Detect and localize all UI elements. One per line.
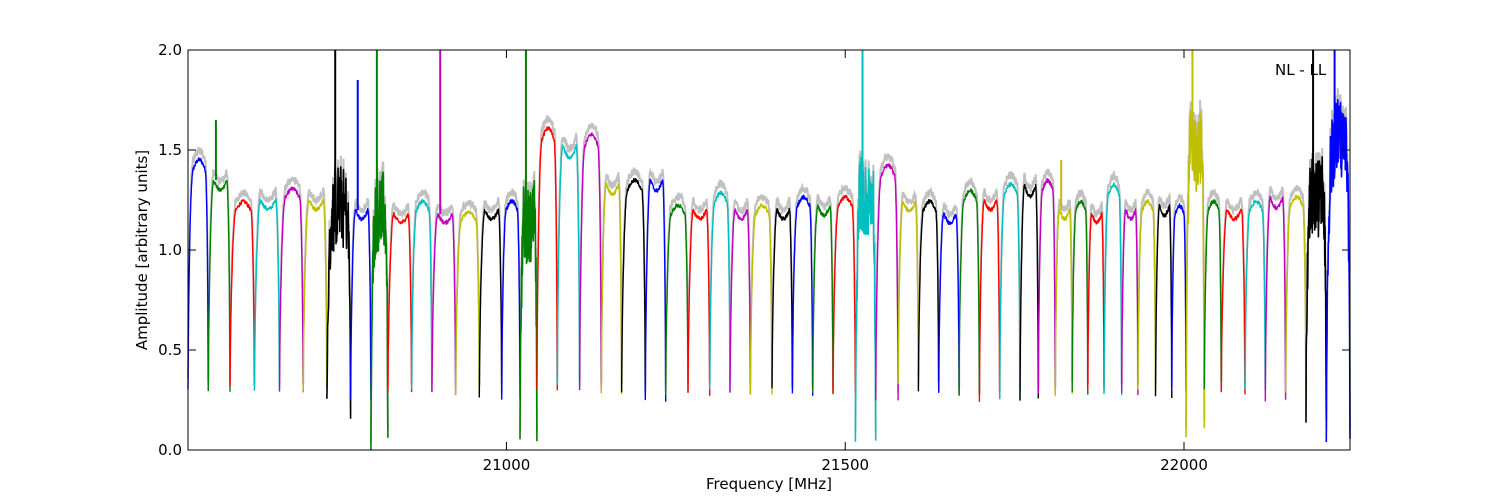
background-band-3	[253, 185, 281, 385]
series-band-25	[729, 208, 752, 395]
background-band-10	[410, 188, 433, 384]
series-band-56	[1325, 99, 1351, 443]
series-band-2	[229, 199, 256, 387]
series-band-7	[349, 207, 372, 400]
series-band-52	[1244, 200, 1267, 391]
series-band-43	[1087, 211, 1105, 392]
series-band-6	[326, 166, 352, 419]
series-band-34	[917, 199, 940, 392]
series-band-48	[1171, 203, 1187, 392]
series-band-30	[832, 194, 857, 394]
series-band-3	[253, 197, 281, 391]
background-band-34	[917, 186, 940, 383]
series-band-39	[1019, 183, 1040, 401]
y-tick-label: 0.0	[158, 441, 182, 459]
background-band-12	[454, 199, 481, 388]
y-axis-label: Amplitude [arbitrary units]	[133, 150, 151, 350]
series-band-13	[478, 208, 503, 398]
series-band-42	[1071, 199, 1089, 395]
background-band-1	[207, 169, 231, 383]
series-band-41	[1054, 207, 1073, 396]
series-band-8	[370, 171, 389, 451]
series-band-51	[1220, 208, 1246, 395]
series-band-32	[875, 163, 899, 401]
series-band-11	[431, 212, 457, 396]
series-band-20	[620, 177, 646, 396]
y-tick-label: 2.0	[158, 41, 182, 59]
series-layer	[187, 50, 1351, 451]
annotation-label: NL - LL	[1275, 61, 1327, 79]
series-band-23	[687, 208, 711, 396]
y-tick-label: 1.5	[158, 141, 182, 159]
background-band-11	[430, 203, 457, 386]
x-tick-label: 22000	[1160, 456, 1208, 474]
series-band-19	[600, 182, 623, 394]
series-band-46	[1137, 199, 1157, 392]
series-band-17	[556, 143, 581, 387]
series-band-12	[454, 210, 480, 396]
x-tick-label: 21000	[483, 456, 531, 474]
series-band-21	[644, 178, 667, 402]
background-band-26	[749, 193, 773, 385]
background-band-5	[302, 187, 328, 385]
x-tick-label: 21500	[821, 456, 869, 474]
series-band-55	[1305, 156, 1328, 423]
series-band-4	[278, 186, 304, 393]
series-band-33	[897, 200, 920, 388]
y-tick-label: 0.5	[158, 341, 182, 359]
series-band-1	[207, 179, 231, 392]
series-band-45	[1120, 208, 1139, 396]
series-band-53	[1264, 195, 1287, 402]
series-band-24	[709, 190, 731, 392]
series-band-28	[791, 194, 814, 396]
series-band-50	[1203, 199, 1223, 390]
background-band-36	[958, 177, 981, 390]
series-band-37	[978, 199, 1001, 402]
series-band-38	[999, 181, 1021, 400]
series-band-44	[1103, 182, 1123, 396]
series-band-27	[771, 207, 794, 390]
background-band-4	[278, 175, 305, 384]
series-band-5	[302, 198, 328, 392]
series-band-40	[1037, 178, 1057, 395]
series-band-31	[854, 156, 877, 442]
series-band-54	[1284, 194, 1307, 396]
series-band-47	[1154, 203, 1173, 399]
series-band-16	[536, 126, 558, 391]
series-band-0	[187, 157, 209, 390]
series-band-15	[519, 179, 538, 442]
series-band-22	[665, 203, 689, 396]
series-band-36	[958, 188, 981, 396]
background-band-7	[349, 198, 372, 393]
series-band-9	[387, 211, 413, 393]
series-band-26	[749, 203, 773, 395]
y-tick-label: 1.0	[158, 241, 182, 259]
tick-layer: 21000 21500 22000 0.0 0.5 1.0 1.5 2.0	[158, 41, 1350, 474]
series-band-18	[578, 132, 602, 391]
series-band-10	[410, 198, 433, 392]
series-band-14	[501, 198, 521, 400]
x-axis-label: Frequency [MHz]	[706, 475, 832, 493]
series-band-29	[812, 203, 834, 395]
series-band-35	[938, 212, 960, 395]
series-band-49	[1185, 110, 1206, 438]
